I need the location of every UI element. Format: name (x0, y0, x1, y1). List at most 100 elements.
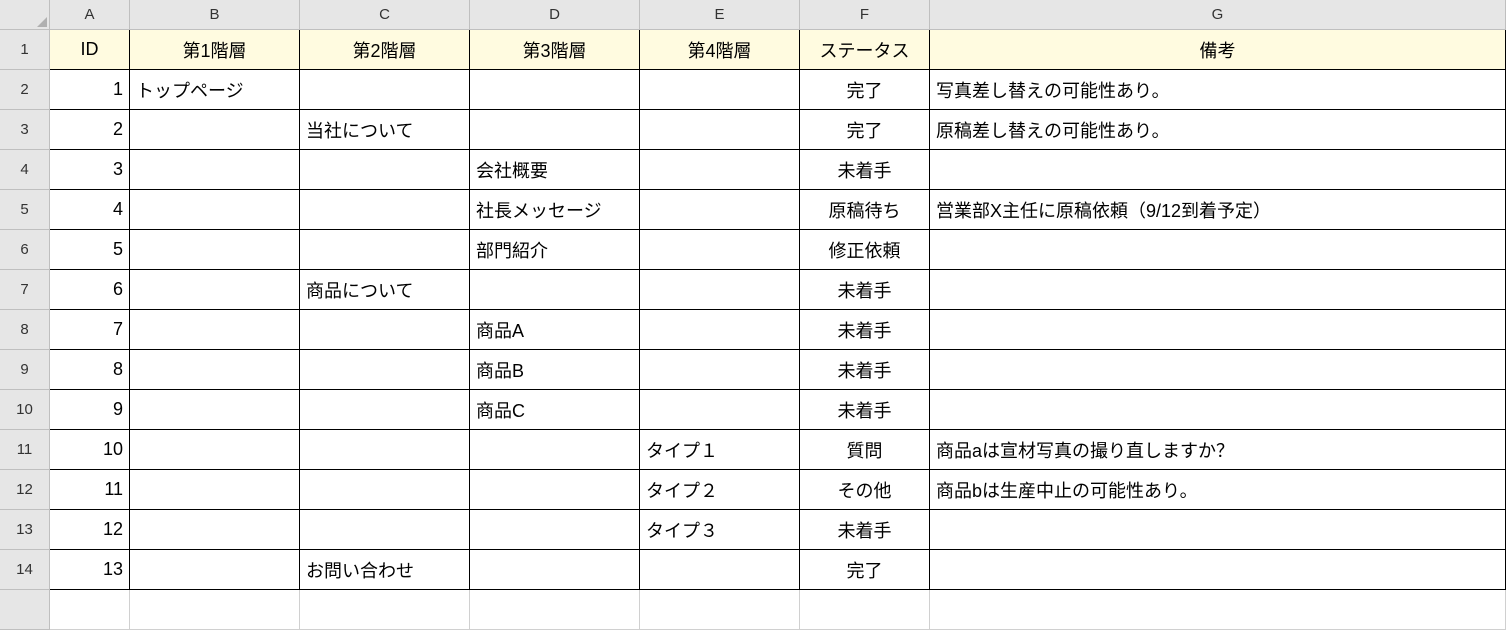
cell-D7[interactable] (470, 270, 640, 310)
cell-F10[interactable]: 未着手 (800, 390, 930, 430)
cell-C5[interactable] (300, 190, 470, 230)
cell-D12[interactable] (470, 470, 640, 510)
row-header-2[interactable]: 2 (0, 70, 50, 110)
cell-E6[interactable] (640, 230, 800, 270)
cell-A9[interactable]: 8 (50, 350, 130, 390)
cell-F12[interactable]: その他 (800, 470, 930, 510)
cell-F3[interactable]: 完了 (800, 110, 930, 150)
cell-F13[interactable]: 未着手 (800, 510, 930, 550)
cell-C9[interactable] (300, 350, 470, 390)
cell-G14[interactable] (930, 550, 1506, 590)
row-header-9[interactable]: 9 (0, 350, 50, 390)
cell-E3[interactable] (640, 110, 800, 150)
cell-G7[interactable] (930, 270, 1506, 310)
cell-D5[interactable]: 社長メッセージ (470, 190, 640, 230)
cell-C13[interactable] (300, 510, 470, 550)
cell-B9[interactable] (130, 350, 300, 390)
cell-E9[interactable] (640, 350, 800, 390)
header-cell-E[interactable]: 第4階層 (640, 30, 800, 70)
cell-A14[interactable]: 13 (50, 550, 130, 590)
cell-B4[interactable] (130, 150, 300, 190)
cell-A12[interactable]: 11 (50, 470, 130, 510)
cell-E2[interactable] (640, 70, 800, 110)
cell-C11[interactable] (300, 430, 470, 470)
row-header-empty[interactable] (0, 590, 50, 630)
cell-D10[interactable]: 商品C (470, 390, 640, 430)
cell-A4[interactable]: 3 (50, 150, 130, 190)
cell-D2[interactable] (470, 70, 640, 110)
cell-D8[interactable]: 商品A (470, 310, 640, 350)
row-header-3[interactable]: 3 (0, 110, 50, 150)
cell-F6[interactable]: 修正依頼 (800, 230, 930, 270)
row-header-10[interactable]: 10 (0, 390, 50, 430)
cell-G5[interactable]: 営業部X主任に原稿依頼（9/12到着予定） (930, 190, 1506, 230)
cell-C4[interactable] (300, 150, 470, 190)
header-cell-G[interactable]: 備考 (930, 30, 1506, 70)
cell-F-empty[interactable] (800, 590, 930, 630)
cell-G8[interactable] (930, 310, 1506, 350)
cell-B6[interactable] (130, 230, 300, 270)
cell-B5[interactable] (130, 190, 300, 230)
cell-E11[interactable]: タイプ１ (640, 430, 800, 470)
cell-D3[interactable] (470, 110, 640, 150)
column-header-C[interactable]: C (300, 0, 470, 30)
column-header-D[interactable]: D (470, 0, 640, 30)
cell-B12[interactable] (130, 470, 300, 510)
cell-E13[interactable]: タイプ３ (640, 510, 800, 550)
cell-B2[interactable]: トップページ (130, 70, 300, 110)
column-header-G[interactable]: G (930, 0, 1506, 30)
cell-D4[interactable]: 会社概要 (470, 150, 640, 190)
cell-G4[interactable] (930, 150, 1506, 190)
cell-C2[interactable] (300, 70, 470, 110)
column-header-E[interactable]: E (640, 0, 800, 30)
cell-F4[interactable]: 未着手 (800, 150, 930, 190)
cell-D11[interactable] (470, 430, 640, 470)
cell-B14[interactable] (130, 550, 300, 590)
cell-E10[interactable] (640, 390, 800, 430)
cell-D13[interactable] (470, 510, 640, 550)
header-cell-F[interactable]: ステータス (800, 30, 930, 70)
cell-G13[interactable] (930, 510, 1506, 550)
select-all-corner[interactable] (0, 0, 50, 30)
header-cell-B[interactable]: 第1階層 (130, 30, 300, 70)
cell-G-empty[interactable] (930, 590, 1506, 630)
cell-G11[interactable]: 商品aは宣材写真の撮り直しますか？ (930, 430, 1506, 470)
cell-F14[interactable]: 完了 (800, 550, 930, 590)
cell-B3[interactable] (130, 110, 300, 150)
cell-D14[interactable] (470, 550, 640, 590)
cell-E12[interactable]: タイプ２ (640, 470, 800, 510)
cell-C-empty[interactable] (300, 590, 470, 630)
column-header-F[interactable]: F (800, 0, 930, 30)
cell-F2[interactable]: 完了 (800, 70, 930, 110)
cell-B7[interactable] (130, 270, 300, 310)
cell-F7[interactable]: 未着手 (800, 270, 930, 310)
cell-D9[interactable]: 商品B (470, 350, 640, 390)
row-header-5[interactable]: 5 (0, 190, 50, 230)
row-header-13[interactable]: 13 (0, 510, 50, 550)
cell-A-empty[interactable] (50, 590, 130, 630)
column-header-B[interactable]: B (130, 0, 300, 30)
cell-F9[interactable]: 未着手 (800, 350, 930, 390)
header-cell-A[interactable]: ID (50, 30, 130, 70)
row-header-11[interactable]: 11 (0, 430, 50, 470)
cell-A2[interactable]: 1 (50, 70, 130, 110)
cell-C8[interactable] (300, 310, 470, 350)
cell-A7[interactable]: 6 (50, 270, 130, 310)
cell-F5[interactable]: 原稿待ち (800, 190, 930, 230)
header-cell-C[interactable]: 第2階層 (300, 30, 470, 70)
cell-G9[interactable] (930, 350, 1506, 390)
cell-D6[interactable]: 部門紹介 (470, 230, 640, 270)
row-header-6[interactable]: 6 (0, 230, 50, 270)
cell-G10[interactable] (930, 390, 1506, 430)
row-header-1[interactable]: 1 (0, 30, 50, 70)
cell-E8[interactable] (640, 310, 800, 350)
cell-G3[interactable]: 原稿差し替えの可能性あり。 (930, 110, 1506, 150)
cell-G6[interactable] (930, 230, 1506, 270)
cell-B8[interactable] (130, 310, 300, 350)
cell-A8[interactable]: 7 (50, 310, 130, 350)
cell-B-empty[interactable] (130, 590, 300, 630)
cell-C7[interactable]: 商品について (300, 270, 470, 310)
cell-C12[interactable] (300, 470, 470, 510)
cell-E4[interactable] (640, 150, 800, 190)
cell-A6[interactable]: 5 (50, 230, 130, 270)
